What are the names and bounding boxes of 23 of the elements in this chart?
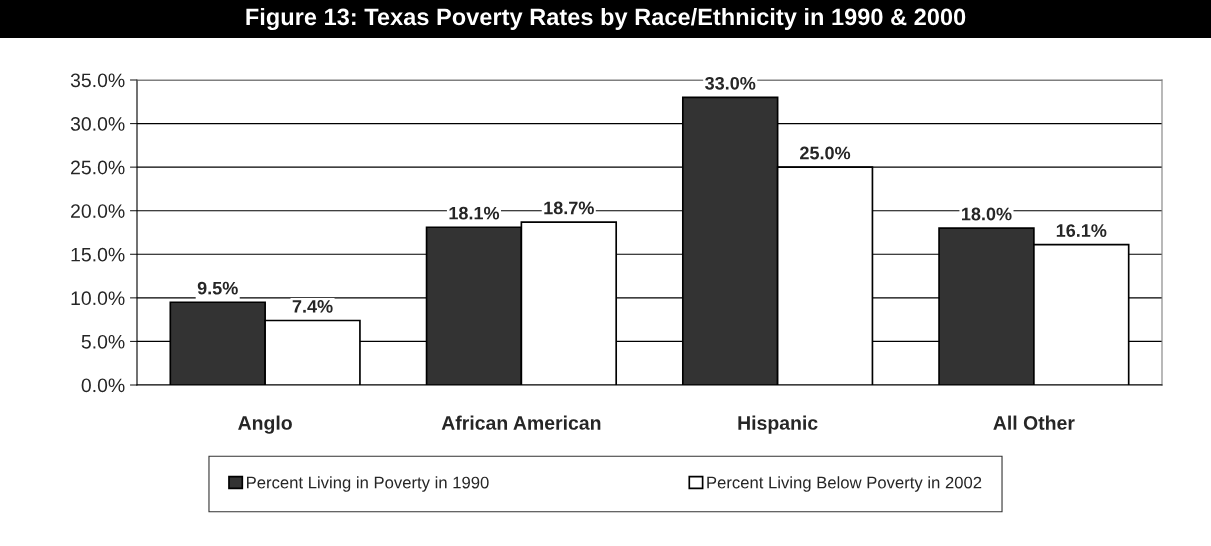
y-tick-label: 20.0% xyxy=(71,204,125,218)
x-tick-label: All Other xyxy=(993,415,1075,430)
y-tick-label: 15.0% xyxy=(71,247,125,262)
legend-label: Percent Living Below Poverty in 2002 xyxy=(707,476,982,492)
y-tick-label: 0.0% xyxy=(81,378,125,393)
legend-label: Percent Living in Poverty in 1990 xyxy=(247,476,489,492)
y-tick-label: 5.0% xyxy=(81,334,125,349)
data-label: 18.7% xyxy=(544,201,594,215)
y-tick-label: 10.0% xyxy=(71,291,125,306)
y-tick-label: 35.0% xyxy=(70,73,125,88)
y-tick-label: 30.0% xyxy=(70,117,125,131)
data-label: 18.0% xyxy=(962,207,1012,221)
data-label: 18.1% xyxy=(449,206,500,220)
x-tick-label: African American xyxy=(441,415,601,430)
data-label: 9.5% xyxy=(197,281,238,295)
x-tick-label: Hispanic xyxy=(738,415,818,434)
chart-title: Figure 13: Texas Poverty Rates by Race/Ethnicity in 1990 & 2000 xyxy=(246,7,966,31)
data-label: 33.0% xyxy=(705,76,756,90)
data-label: 16.1% xyxy=(1056,224,1107,237)
x-tick-label: Anglo xyxy=(238,415,292,434)
data-label: 25.0% xyxy=(800,146,851,160)
y-tick-label: 25.0% xyxy=(71,160,125,175)
data-label: 7.4% xyxy=(292,300,333,313)
